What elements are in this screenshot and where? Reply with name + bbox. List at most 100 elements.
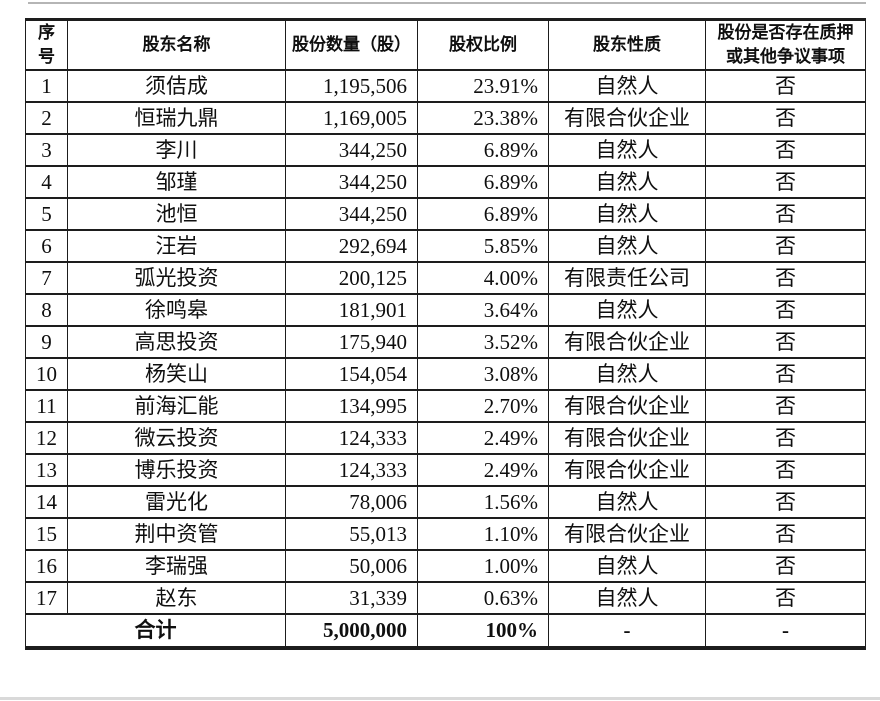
cell-pledge: 否 bbox=[705, 549, 866, 583]
table-body: 1 须佶成 1,195,506 23.91% 自然人否 2 恒瑞九鼎 1,169,005 23.… bbox=[25, 69, 866, 649]
cell-shares: 1,195,506 bbox=[285, 69, 418, 103]
cell-ratio: 4.00% bbox=[417, 261, 549, 295]
cell-shares: 292,694 bbox=[285, 229, 418, 263]
cell-name: 杨笑山 bbox=[67, 357, 286, 391]
cell-index: 6 bbox=[25, 229, 68, 263]
cell-name: 微云投资 bbox=[67, 421, 286, 455]
header-row: 序 号股东名称 股份数量（股） 股权比例 股东性质 股份是否存在质押或其他争议事项 bbox=[25, 18, 866, 71]
cell-nature: 自然人 bbox=[548, 293, 706, 327]
cell-shares: 344,250 bbox=[285, 133, 418, 167]
cell-nature: 自然人 bbox=[548, 581, 706, 615]
cell-shares: 31,339 bbox=[285, 581, 418, 615]
cell-shares: 200,125 bbox=[285, 261, 418, 295]
cell-shares: 181,901 bbox=[285, 293, 418, 327]
cell-shares: 124,333 bbox=[285, 453, 418, 487]
total-ratio: 100% bbox=[417, 613, 549, 649]
table-row: 9 高思投资 175,940 3.52% 有限合伙企业否 bbox=[25, 325, 866, 359]
cell-pledge: 否 bbox=[705, 69, 866, 103]
cell-nature: 自然人 bbox=[548, 165, 706, 199]
cell-nature: 自然人 bbox=[548, 197, 706, 231]
cell-ratio: 2.49% bbox=[417, 453, 549, 487]
table-row: 7 弧光投资 200,125 4.00% 有限责任公司否 bbox=[25, 261, 866, 295]
cell-index: 17 bbox=[25, 581, 68, 615]
cell-name: 徐鸣皋 bbox=[67, 293, 286, 327]
cell-nature: 有限合伙企业 bbox=[548, 453, 706, 487]
table-row: 17 赵东 31,339 0.63% 自然人否 bbox=[25, 581, 866, 615]
cell-ratio: 2.70% bbox=[417, 389, 549, 423]
cell-index: 8 bbox=[25, 293, 68, 327]
table-header: 序 号股东名称 股份数量（股） 股权比例 股东性质 股份是否存在质押或其他争议事项 bbox=[25, 18, 866, 71]
cell-nature: 自然人 bbox=[548, 485, 706, 519]
total-nature: - bbox=[548, 613, 706, 649]
cell-ratio: 6.89% bbox=[417, 165, 549, 199]
cell-ratio: 23.91% bbox=[417, 69, 549, 103]
cell-shares: 344,250 bbox=[285, 197, 418, 231]
cell-nature: 有限合伙企业 bbox=[548, 389, 706, 423]
table-row: 4 邹瑾 344,250 6.89% 自然人否 bbox=[25, 165, 866, 199]
table-row: 15 荆中资管 55,013 1.10% 有限合伙企业否 bbox=[25, 517, 866, 551]
cell-name: 弧光投资 bbox=[67, 261, 286, 295]
total-label: 合计 bbox=[25, 613, 286, 649]
cell-ratio: 3.08% bbox=[417, 357, 549, 391]
cell-shares: 175,940 bbox=[285, 325, 418, 359]
cell-name: 邹瑾 bbox=[67, 165, 286, 199]
table-row: 5 池恒 344,250 6.89% 自然人否 bbox=[25, 197, 866, 231]
cell-index: 12 bbox=[25, 421, 68, 455]
cell-nature: 有限合伙企业 bbox=[548, 517, 706, 551]
cell-ratio: 6.89% bbox=[417, 133, 549, 167]
cell-pledge: 否 bbox=[705, 293, 866, 327]
table-row: 2 恒瑞九鼎 1,169,005 23.38% 有限合伙企业否 bbox=[25, 101, 866, 135]
total-row: 合计 5,000,000 100% - - bbox=[25, 613, 866, 649]
cell-ratio: 23.38% bbox=[417, 101, 549, 135]
cell-ratio: 3.64% bbox=[417, 293, 549, 327]
cell-ratio: 1.00% bbox=[417, 549, 549, 583]
cell-nature: 自然人 bbox=[548, 357, 706, 391]
table-row: 16 李瑞强 50,006 1.00% 自然人否 bbox=[25, 549, 866, 583]
cell-pledge: 否 bbox=[705, 357, 866, 391]
cell-name: 李瑞强 bbox=[67, 549, 286, 583]
table-row: 6 汪岩 292,694 5.85% 自然人否 bbox=[25, 229, 866, 263]
header-cell-index: 序 号 bbox=[25, 18, 68, 71]
cell-ratio: 3.52% bbox=[417, 325, 549, 359]
total-shares: 5,000,000 bbox=[285, 613, 418, 649]
cell-pledge: 否 bbox=[705, 101, 866, 135]
cell-nature: 自然人 bbox=[548, 133, 706, 167]
cell-shares: 50,006 bbox=[285, 549, 418, 583]
cell-name: 恒瑞九鼎 bbox=[67, 101, 286, 135]
cell-name: 荆中资管 bbox=[67, 517, 286, 551]
table-row: 12 微云投资 124,333 2.49% 有限合伙企业否 bbox=[25, 421, 866, 455]
cell-pledge: 否 bbox=[705, 261, 866, 295]
header-cell-shares: 股份数量（股） bbox=[285, 18, 418, 71]
cell-shares: 78,006 bbox=[285, 485, 418, 519]
total-pledge: - bbox=[705, 613, 866, 649]
cell-ratio: 1.56% bbox=[417, 485, 549, 519]
cell-shares: 154,054 bbox=[285, 357, 418, 391]
cell-pledge: 否 bbox=[705, 165, 866, 199]
cell-pledge: 否 bbox=[705, 485, 866, 519]
cell-nature: 自然人 bbox=[548, 549, 706, 583]
cell-index: 4 bbox=[25, 165, 68, 199]
cell-index: 15 bbox=[25, 517, 68, 551]
header-cell-nature: 股东性质 bbox=[548, 18, 706, 71]
cell-index: 14 bbox=[25, 485, 68, 519]
cell-index: 7 bbox=[25, 261, 68, 295]
table-row: 10 杨笑山 154,054 3.08% 自然人否 bbox=[25, 357, 866, 391]
page-top-rule bbox=[28, 2, 866, 4]
cell-shares: 124,333 bbox=[285, 421, 418, 455]
header-cell-name: 股东名称 bbox=[67, 18, 286, 71]
table-row: 3 李川 344,250 6.89% 自然人否 bbox=[25, 133, 866, 167]
cell-pledge: 否 bbox=[705, 453, 866, 487]
cell-pledge: 否 bbox=[705, 581, 866, 615]
cell-nature: 自然人 bbox=[548, 69, 706, 103]
cell-name: 赵东 bbox=[67, 581, 286, 615]
cell-ratio: 2.49% bbox=[417, 421, 549, 455]
cell-shares: 344,250 bbox=[285, 165, 418, 199]
header-cell-pledge: 股份是否存在质押或其他争议事项 bbox=[705, 18, 866, 71]
cell-name: 高思投资 bbox=[67, 325, 286, 359]
table-row: 13 博乐投资 124,333 2.49% 有限合伙企业否 bbox=[25, 453, 866, 487]
cell-index: 10 bbox=[25, 357, 68, 391]
cell-ratio: 1.10% bbox=[417, 517, 549, 551]
cell-index: 16 bbox=[25, 549, 68, 583]
